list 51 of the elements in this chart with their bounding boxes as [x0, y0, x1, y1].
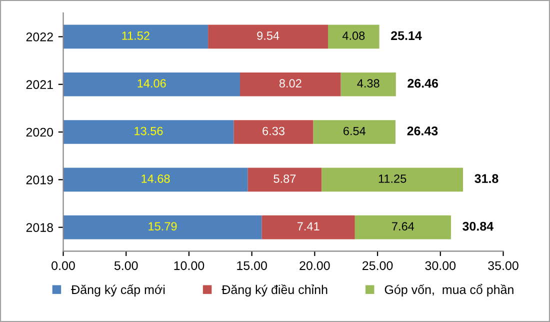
- data-label: 8.02: [279, 79, 302, 88]
- data-label: 14.06: [138, 79, 166, 88]
- y-tick-label: 2021: [26, 80, 53, 90]
- bar: [234, 120, 314, 144]
- bar: [354, 215, 451, 240]
- x-tick-label: 25.00: [362, 261, 393, 270]
- bar: [322, 168, 464, 192]
- total-label: 26.46: [408, 78, 438, 88]
- legend-label: Góp vốn, mua cổ phần: [384, 284, 514, 297]
- bar: [63, 72, 240, 96]
- total-label: 31.8: [474, 174, 498, 184]
- x-tick-label: 10.00: [174, 261, 204, 270]
- x-tick-label: 15.00: [237, 261, 267, 270]
- data-label: 4.38: [357, 79, 380, 88]
- data-label: 5.87: [274, 174, 296, 183]
- x-tick-label: 20.00: [300, 261, 330, 270]
- bar: [63, 120, 234, 144]
- y-tick-label: 2018: [26, 223, 53, 232]
- y-tick-label: 2022: [26, 32, 53, 42]
- x-tick-label: 0.00: [52, 261, 75, 270]
- x-tick-label: 30.00: [425, 261, 456, 270]
- bar: [248, 168, 322, 192]
- bar: [313, 120, 396, 144]
- data-label: 14.68: [142, 174, 170, 183]
- total-label: 30.84: [462, 222, 494, 231]
- data-label: 11.52: [122, 32, 150, 40]
- legend-label: Đăng ký cấp mới: [71, 284, 165, 297]
- data-label: 15.79: [148, 222, 177, 230]
- legend-label: Đăng ký điều chỉnh: [222, 284, 328, 297]
- data-label: 6.54: [344, 126, 366, 136]
- x-tick-label: 35.00: [488, 261, 518, 270]
- y-tick-label: 2019: [26, 175, 53, 184]
- data-label: 4.08: [342, 32, 365, 40]
- data-label: 6.33: [262, 126, 284, 136]
- data-label: 11.25: [378, 174, 406, 183]
- total-label: 25.14: [391, 31, 422, 40]
- bar: [328, 24, 380, 49]
- bar: [63, 168, 248, 192]
- bar: [63, 24, 208, 49]
- data-label: 7.41: [297, 222, 320, 230]
- bar: [262, 215, 355, 240]
- bar: [63, 215, 262, 240]
- total-label: 26.43: [407, 126, 438, 136]
- data-label: 13.56: [134, 126, 163, 136]
- x-tick-label: 5.00: [114, 261, 138, 270]
- bar: [340, 72, 396, 96]
- y-tick-label: 2020: [26, 128, 54, 137]
- data-label: 9.54: [257, 32, 280, 40]
- bar: [208, 24, 328, 49]
- bar: [240, 72, 341, 96]
- data-label: 7.64: [392, 222, 414, 230]
